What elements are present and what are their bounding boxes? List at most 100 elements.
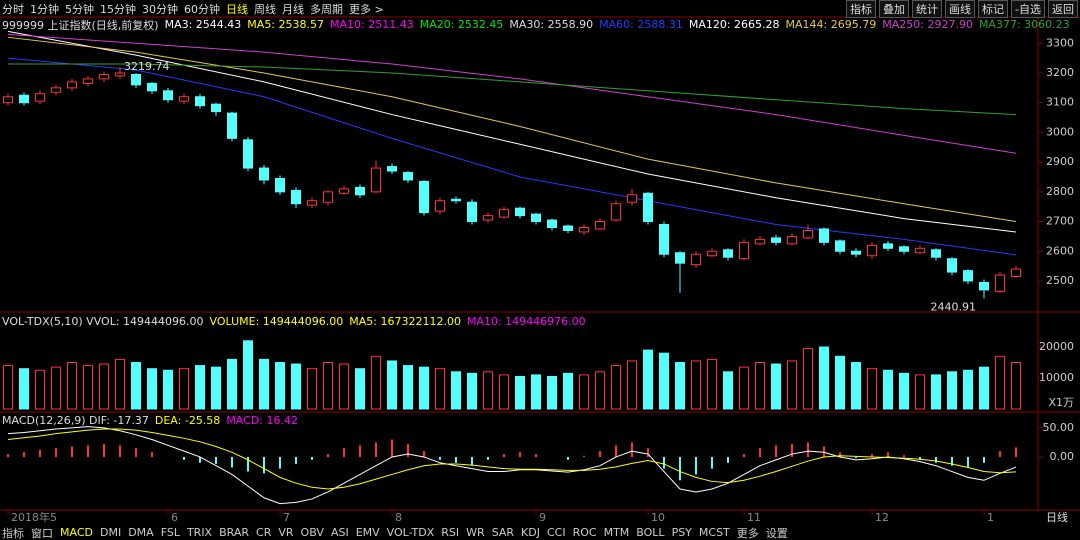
volume-bar xyxy=(931,374,941,410)
indicator-tab[interactable]: DMA xyxy=(128,526,154,539)
period-button[interactable]: 5分钟 xyxy=(65,2,94,16)
tool-button[interactable]: 画线 xyxy=(945,0,976,18)
candle-body xyxy=(995,274,1005,292)
indicator-tab[interactable]: CR xyxy=(256,526,272,539)
volume-bar xyxy=(947,371,957,410)
period-button[interactable]: 多周期 xyxy=(310,2,343,16)
indicator-tab[interactable]: FSL xyxy=(160,526,180,539)
period-button[interactable]: 日线 xyxy=(226,2,248,16)
indicator-tab[interactable]: EMV xyxy=(355,526,380,539)
legend-entry: MA10: 2511.43 xyxy=(330,18,414,31)
candle-body xyxy=(259,167,269,181)
indicator-tab[interactable]: DMI xyxy=(99,526,122,539)
volume-bar xyxy=(467,372,477,410)
x-tick-label: 6 xyxy=(171,511,178,524)
legend-entry: MA144: 2695.79 xyxy=(785,18,877,31)
legend-entry: MA30: 2558.90 xyxy=(509,18,594,31)
tool-button[interactable]: 标记 xyxy=(978,0,1009,18)
indicator-tab[interactable]: 指标 xyxy=(2,526,24,540)
high-annotation: 3219.74 xyxy=(124,60,170,73)
period-button[interactable]: 月线 xyxy=(282,2,304,16)
period-button[interactable]: 60分钟 xyxy=(184,2,220,16)
period-button[interactable]: 15分钟 xyxy=(100,2,136,16)
period-button[interactable]: 分时 xyxy=(2,2,24,16)
candle-body xyxy=(291,189,301,205)
candle-body xyxy=(67,81,77,89)
volume-bar xyxy=(163,369,173,410)
period-label: 日线 xyxy=(1046,510,1068,524)
tool-button[interactable]: 返回 xyxy=(1048,0,1078,18)
volume-bar xyxy=(483,371,493,410)
volume-bar xyxy=(851,362,861,410)
period-button[interactable]: 更多 > xyxy=(349,2,384,16)
low-annotation: 2440.91 xyxy=(931,301,977,314)
moving-average xyxy=(7,36,1017,223)
volume-bar xyxy=(531,374,541,410)
volume-bar xyxy=(1011,362,1021,410)
candle-body xyxy=(771,237,781,243)
x-tick-label: 11 xyxy=(747,511,761,524)
y-tick-label: 20000 xyxy=(1039,340,1074,353)
volume-bar xyxy=(227,358,237,410)
volume-bar xyxy=(451,371,461,410)
candle-body xyxy=(1011,268,1021,278)
indicator-tab[interactable]: TRIX xyxy=(186,526,213,539)
indicator-tab[interactable]: KDJ xyxy=(521,526,540,539)
volume-bar xyxy=(275,362,285,410)
indicator-tabs: 指标 窗口 MACD DMI DMA FSL TRIX BRAR CR VR OBV ASI EMV VO… xyxy=(2,525,788,540)
indicator-tab[interactable]: 更多 xyxy=(736,526,759,540)
indicator-tab[interactable]: VOL-TDX xyxy=(386,526,435,539)
candle-body xyxy=(867,244,877,257)
volume-bar xyxy=(435,368,445,410)
indicator-tab[interactable]: CCI xyxy=(546,526,566,539)
volume-bar xyxy=(307,368,317,410)
volume-bar xyxy=(243,340,253,410)
indicator-tab[interactable]: MACD xyxy=(60,526,93,539)
indicator-tab[interactable]: OBV xyxy=(300,526,324,539)
volume-bar xyxy=(195,365,205,410)
indicator-tab[interactable]: ASI xyxy=(330,526,349,539)
indicator-tab[interactable]: BOLL xyxy=(636,526,665,539)
indicator-tab[interactable]: 窗口 xyxy=(31,526,53,540)
volume-bar xyxy=(563,372,573,410)
candle-body xyxy=(419,180,429,214)
indicator-tab[interactable]: VR xyxy=(278,526,294,539)
volume-bar xyxy=(51,366,61,410)
candle-body xyxy=(115,72,125,77)
volume-bar xyxy=(771,363,781,410)
candle-body xyxy=(675,252,685,264)
candle-body xyxy=(627,194,637,203)
tool-button[interactable]: 叠加 xyxy=(879,0,910,18)
volume-bar xyxy=(691,360,701,410)
period-button[interactable]: 30分钟 xyxy=(142,2,178,16)
candle-body xyxy=(275,177,285,193)
volume-bar xyxy=(323,362,333,410)
tool-button[interactable]: 指标 xyxy=(846,0,877,18)
indicator-tab[interactable]: SAR xyxy=(491,526,515,539)
candle-body xyxy=(659,224,669,255)
y-tick-label: 2600 xyxy=(1046,244,1074,257)
x-tick-label: 1 xyxy=(987,511,994,524)
indicator-tab[interactable]: MTM xyxy=(603,526,630,539)
candle-body xyxy=(131,73,141,86)
indicator-tab[interactable]: 设置 xyxy=(765,526,788,540)
indicator-tab[interactable]: WR xyxy=(466,526,485,539)
volume-bar xyxy=(355,368,365,410)
y-tick-label: 50.00 xyxy=(1043,421,1075,434)
volume-bar xyxy=(147,368,157,410)
volume-bar xyxy=(387,360,397,410)
indicator-tab[interactable]: PSY xyxy=(671,526,692,539)
indicator-tab[interactable]: RSI xyxy=(441,526,460,539)
indicator-tab[interactable]: ROC xyxy=(572,526,597,539)
volume-bar xyxy=(419,366,429,410)
volume-bar xyxy=(403,365,413,410)
volume-bar xyxy=(211,366,221,410)
tool-button[interactable]: -自选 xyxy=(1011,0,1045,18)
dea-line xyxy=(7,428,1017,490)
indicator-tab[interactable]: BRAR xyxy=(219,526,250,539)
volume-legend: VOL-TDX(5,10) VVOL: 149444096.00 VOLUME: … xyxy=(2,314,586,329)
indicator-tab[interactable]: MCST xyxy=(698,526,730,539)
tool-button[interactable]: 统计 xyxy=(912,0,943,18)
period-button[interactable]: 1分钟 xyxy=(30,2,59,16)
period-button[interactable]: 周线 xyxy=(254,2,276,16)
